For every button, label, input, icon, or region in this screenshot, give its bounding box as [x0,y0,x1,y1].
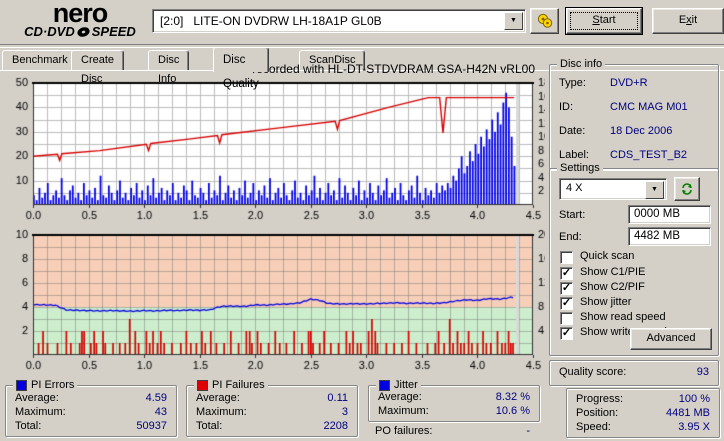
quality-score-label: Quality score: [559,366,627,378]
disc-date-value: 18 Dec 2006 [610,125,673,137]
speed-label: Speed: [576,421,611,433]
cd-dvd-speed-logo-text: CD·DVD SPEED [24,24,136,39]
pif-maximum-value: 3 [341,406,348,418]
nero-logo: nero CD·DVD SPEED [4,0,156,43]
pie-maximum-value: 43 [154,406,167,418]
show-jitter-checkbox[interactable]: ✓ [560,297,573,310]
disc-label-label: Label: [559,149,589,161]
disc-info-groupbox: Disc info Type: DVD+R ID: CMC MAG M01 Da… [549,58,719,170]
disc-type-value: DVD+R [610,77,648,89]
jitter-legend-swatch [379,379,390,391]
pi-failures-title: PI Failures [194,379,268,391]
start-button[interactable]: Start [565,7,643,35]
quality-score-box: Quality score: 93 [549,360,719,386]
quality-score-value: 93 [696,366,709,378]
tab-disc-info[interactable]: Disc Info [148,50,190,85]
settings-title: Settings [557,162,603,174]
disc-type-label: Type: [559,77,586,89]
eject-disc-icon [537,13,552,28]
jitter-maximum-value: 10.6 % [495,405,530,417]
quick-scan-label: Quick scan [580,250,635,262]
jitter-maximum-label: Maximum: [378,405,429,417]
position-value: 4481 MB [665,407,710,419]
jitter-groupbox: Jitter Average: 8.32 % Maximum: 10.6 % [368,379,540,422]
pi-errors-chart [0,74,545,224]
exit-button[interactable]: Exit [652,8,724,34]
po-failures-label: PO failures: [375,425,433,437]
pi-failures-jitter-chart [0,226,545,372]
pi-failures-legend-swatch [197,379,208,391]
pi-failures-groupbox: PI Failures Average: 0.11 Maximum: 3 Tot… [186,379,358,437]
show-c1-pie-label: Show C1/PIE [580,266,646,278]
refresh-button[interactable] [674,177,700,201]
pie-average-value: 4.59 [145,392,167,404]
scan-end-field[interactable]: 4482 MB [628,227,711,246]
jitter-title: Jitter [376,379,421,391]
position-label: Position: [576,407,619,419]
show-write-speed-checkbox[interactable]: ✓ [560,327,573,340]
recorded-with-label: recorded with HL-DT-STDVDRAM GSA-H42N vR… [252,62,535,76]
pi-errors-groupbox: PI Errors Average: 4.59 Maximum: 43 Tota… [5,379,177,437]
scan-end-label: End: [559,231,582,243]
tab-benchmark[interactable]: Benchmark [2,50,78,71]
show-c2-pif-label: Show C2/PIF [580,281,645,293]
pi-errors-legend-swatch [16,379,27,391]
advanced-button[interactable]: Advanced [630,328,712,350]
header-divider [0,44,724,48]
eject-disc-button[interactable] [530,8,559,34]
pie-total-label: Total: [15,420,42,432]
pif-total-value: 2208 [323,420,348,432]
progress-value: 100 % [678,393,710,405]
pi-errors-title: PI Errors [13,379,78,391]
scan-speed-combobox[interactable]: 4 X ▼ [559,178,667,200]
chevron-down-icon[interactable]: ▼ [645,181,664,199]
drive-selector-combobox[interactable]: [2:0] LITE-ON DVDRW LH-18A1P GL0B ▼ [152,9,526,33]
tab-create-disc[interactable]: Create Disc [71,50,125,85]
disc-info-title: Disc info [557,58,606,70]
disc-id-value: CMC MAG M01 [610,101,688,113]
show-read-speed-checkbox[interactable] [560,312,573,325]
pie-maximum-label: Maximum: [15,406,66,418]
pif-average-label: Average: [196,392,240,404]
progress-label: Progress: [576,393,624,405]
tab-scandisc[interactable]: ScanDisc [299,50,366,71]
nero-logo-text: nero [52,0,109,28]
chevron-down-icon[interactable]: ▼ [504,12,523,30]
disc-date-label: Date: [559,125,586,137]
pie-average-label: Average: [15,392,59,404]
pif-average-value: 0.11 [327,392,348,404]
scan-speed-value: 4 X [566,182,583,194]
tab-disc-quality[interactable]: Disc Quality [213,47,269,90]
scan-start-field[interactable]: 0000 MB [628,205,711,224]
speed-value: 3.95 X [678,421,710,433]
disc-icon [77,27,90,37]
show-jitter-label: Show jitter [580,296,632,308]
jitter-average-value: 8.32 % [495,391,530,403]
settings-groupbox: Settings 4 X ▼ Start: 0000 MB End: 4482 … [549,162,719,356]
quick-scan-checkbox[interactable] [560,251,573,264]
refresh-icon [682,183,692,195]
show-c2-pif-checkbox[interactable]: ✓ [560,282,573,295]
progress-box: Progress: 100 % Position: 4481 MB Speed:… [566,388,720,438]
scan-start-label: Start: [559,209,586,221]
po-failures-value: - [526,425,530,437]
disc-id-label: ID: [559,101,574,113]
pif-maximum-label: Maximum: [196,406,247,418]
show-c1-pie-checkbox[interactable]: ✓ [560,267,573,280]
jitter-average-label: Average: [378,391,422,403]
pie-total-value: 50937 [136,420,167,432]
drive-selector-value: [2:0] LITE-ON DVDRW LH-18A1P GL0B [160,14,382,28]
disc-label-value: CDS_TEST_B2 [610,149,688,161]
pif-total-label: Total: [196,420,223,432]
tab-page-top-border [0,70,724,71]
show-read-speed-label: Show read speed [580,311,666,323]
